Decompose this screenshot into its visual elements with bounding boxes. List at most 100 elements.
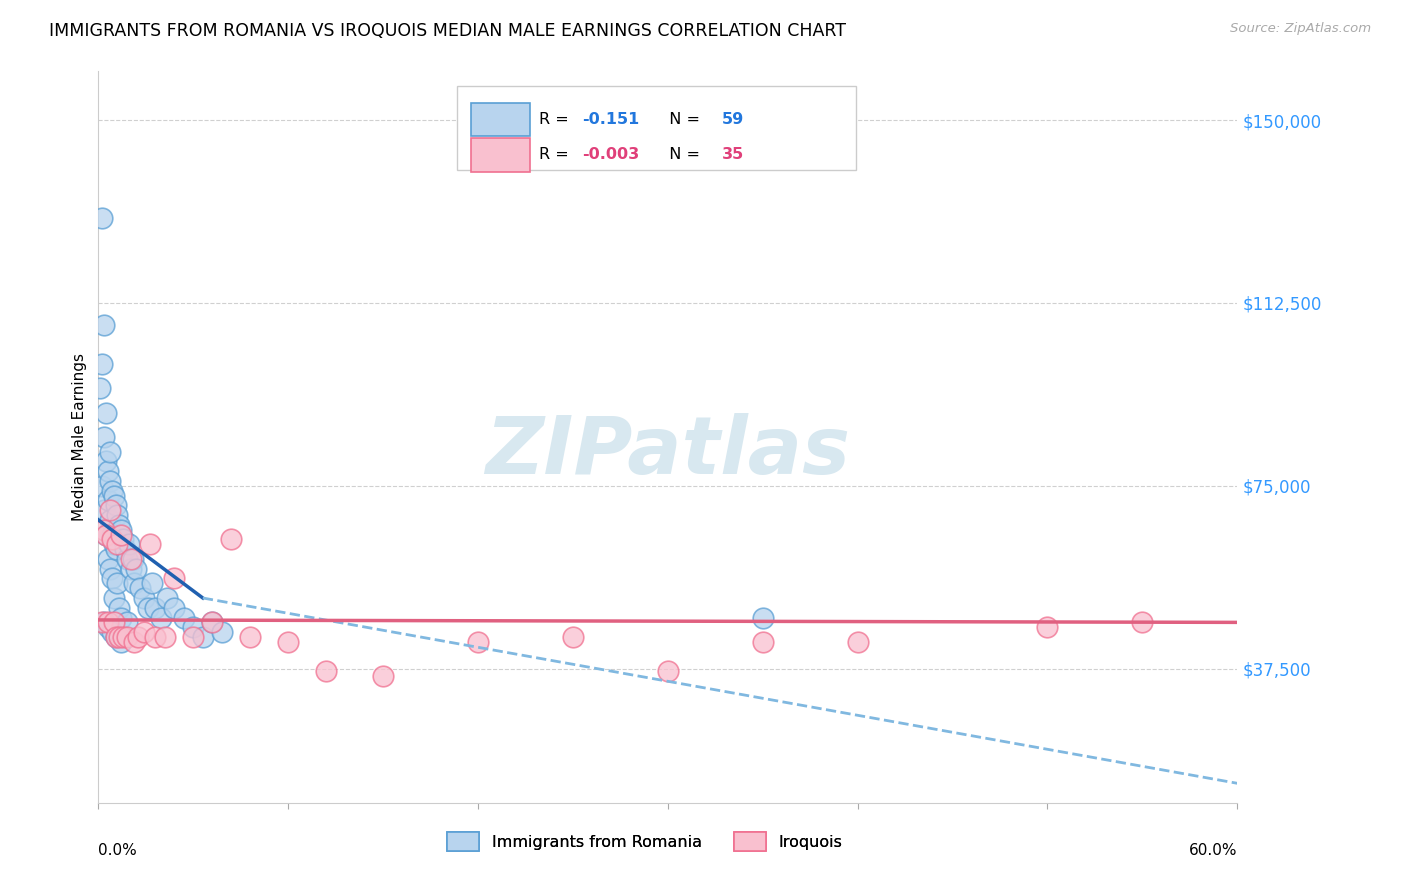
Point: [93, 318, 115, 332]
Point: [97, 615, 120, 630]
Point: [163, 572, 186, 586]
Point: [124, 635, 146, 649]
Point: [183, 630, 205, 644]
Point: [104, 499, 127, 513]
Text: R =: R =: [538, 112, 574, 128]
Point: [112, 630, 135, 644]
Y-axis label: Median Male Earnings: Median Male Earnings: [72, 353, 87, 521]
Point: [100, 533, 122, 547]
Point: [145, 630, 167, 644]
Point: [201, 615, 224, 630]
Point: [141, 576, 163, 591]
Point: [221, 533, 243, 547]
Point: [110, 635, 132, 649]
Point: [115, 615, 138, 630]
Point: [132, 591, 155, 605]
Point: [98, 562, 121, 576]
Point: [93, 615, 115, 630]
Point: [125, 562, 148, 576]
Point: [132, 625, 155, 640]
Point: [315, 664, 337, 678]
Point: [108, 517, 131, 532]
Point: [112, 533, 135, 547]
Point: [100, 483, 122, 498]
Text: N =: N =: [659, 112, 704, 128]
Point: [118, 537, 141, 551]
Point: [100, 572, 122, 586]
Point: [93, 430, 115, 444]
FancyBboxPatch shape: [471, 103, 530, 136]
Point: [93, 523, 115, 537]
Point: [94, 527, 117, 541]
Point: [752, 635, 775, 649]
Point: [277, 635, 299, 649]
Text: N =: N =: [659, 147, 704, 162]
Point: [97, 464, 120, 478]
Point: [94, 454, 117, 468]
Point: [1132, 615, 1154, 630]
Text: 59: 59: [721, 112, 744, 128]
Point: [467, 635, 489, 649]
FancyBboxPatch shape: [471, 138, 530, 172]
Point: [103, 591, 125, 605]
Point: [93, 503, 115, 517]
Point: [191, 630, 214, 644]
Text: Source: ZipAtlas.com: Source: ZipAtlas.com: [1230, 22, 1371, 36]
Point: [153, 630, 176, 644]
Point: [163, 600, 186, 615]
Point: [100, 527, 122, 541]
Point: [201, 615, 224, 630]
Point: [110, 523, 132, 537]
Point: [97, 493, 120, 508]
Text: -0.003: -0.003: [582, 147, 640, 162]
Point: [562, 630, 585, 644]
Point: [156, 591, 179, 605]
Point: [89, 381, 111, 395]
Point: [98, 503, 121, 517]
Point: [107, 576, 129, 591]
Point: [846, 635, 869, 649]
Point: [108, 600, 131, 615]
Point: [98, 474, 121, 488]
Text: -0.151: -0.151: [582, 112, 640, 128]
Point: [211, 625, 233, 640]
Point: [121, 552, 143, 566]
Point: [183, 620, 205, 634]
Point: [91, 211, 114, 225]
Point: [110, 610, 132, 624]
Point: [103, 615, 125, 630]
Text: 35: 35: [721, 147, 744, 162]
Point: [752, 610, 775, 624]
Point: [239, 630, 262, 644]
Point: [173, 610, 195, 624]
Text: 0.0%: 0.0%: [98, 843, 138, 858]
Point: [91, 479, 114, 493]
Legend: Immigrants from Romania, Iroquois: Immigrants from Romania, Iroquois: [441, 826, 849, 857]
Point: [104, 542, 127, 557]
Point: [124, 576, 146, 591]
Point: [657, 664, 679, 678]
Point: [115, 552, 138, 566]
Text: R =: R =: [538, 147, 574, 162]
Point: [97, 620, 120, 634]
Point: [108, 630, 131, 644]
Point: [150, 610, 173, 624]
Point: [104, 630, 127, 644]
Point: [120, 552, 142, 566]
Point: [1036, 620, 1059, 634]
Point: [104, 630, 127, 644]
Point: [91, 357, 114, 371]
Point: [103, 489, 125, 503]
Point: [107, 508, 129, 522]
Text: ZIPatlas: ZIPatlas: [485, 413, 851, 491]
Point: [136, 600, 159, 615]
Point: [100, 625, 122, 640]
Text: 60.0%: 60.0%: [1189, 843, 1237, 858]
Point: [91, 615, 114, 630]
Point: [145, 600, 167, 615]
Point: [110, 527, 132, 541]
Point: [97, 552, 120, 566]
Point: [371, 669, 394, 683]
Point: [103, 537, 125, 551]
Point: [94, 527, 117, 541]
